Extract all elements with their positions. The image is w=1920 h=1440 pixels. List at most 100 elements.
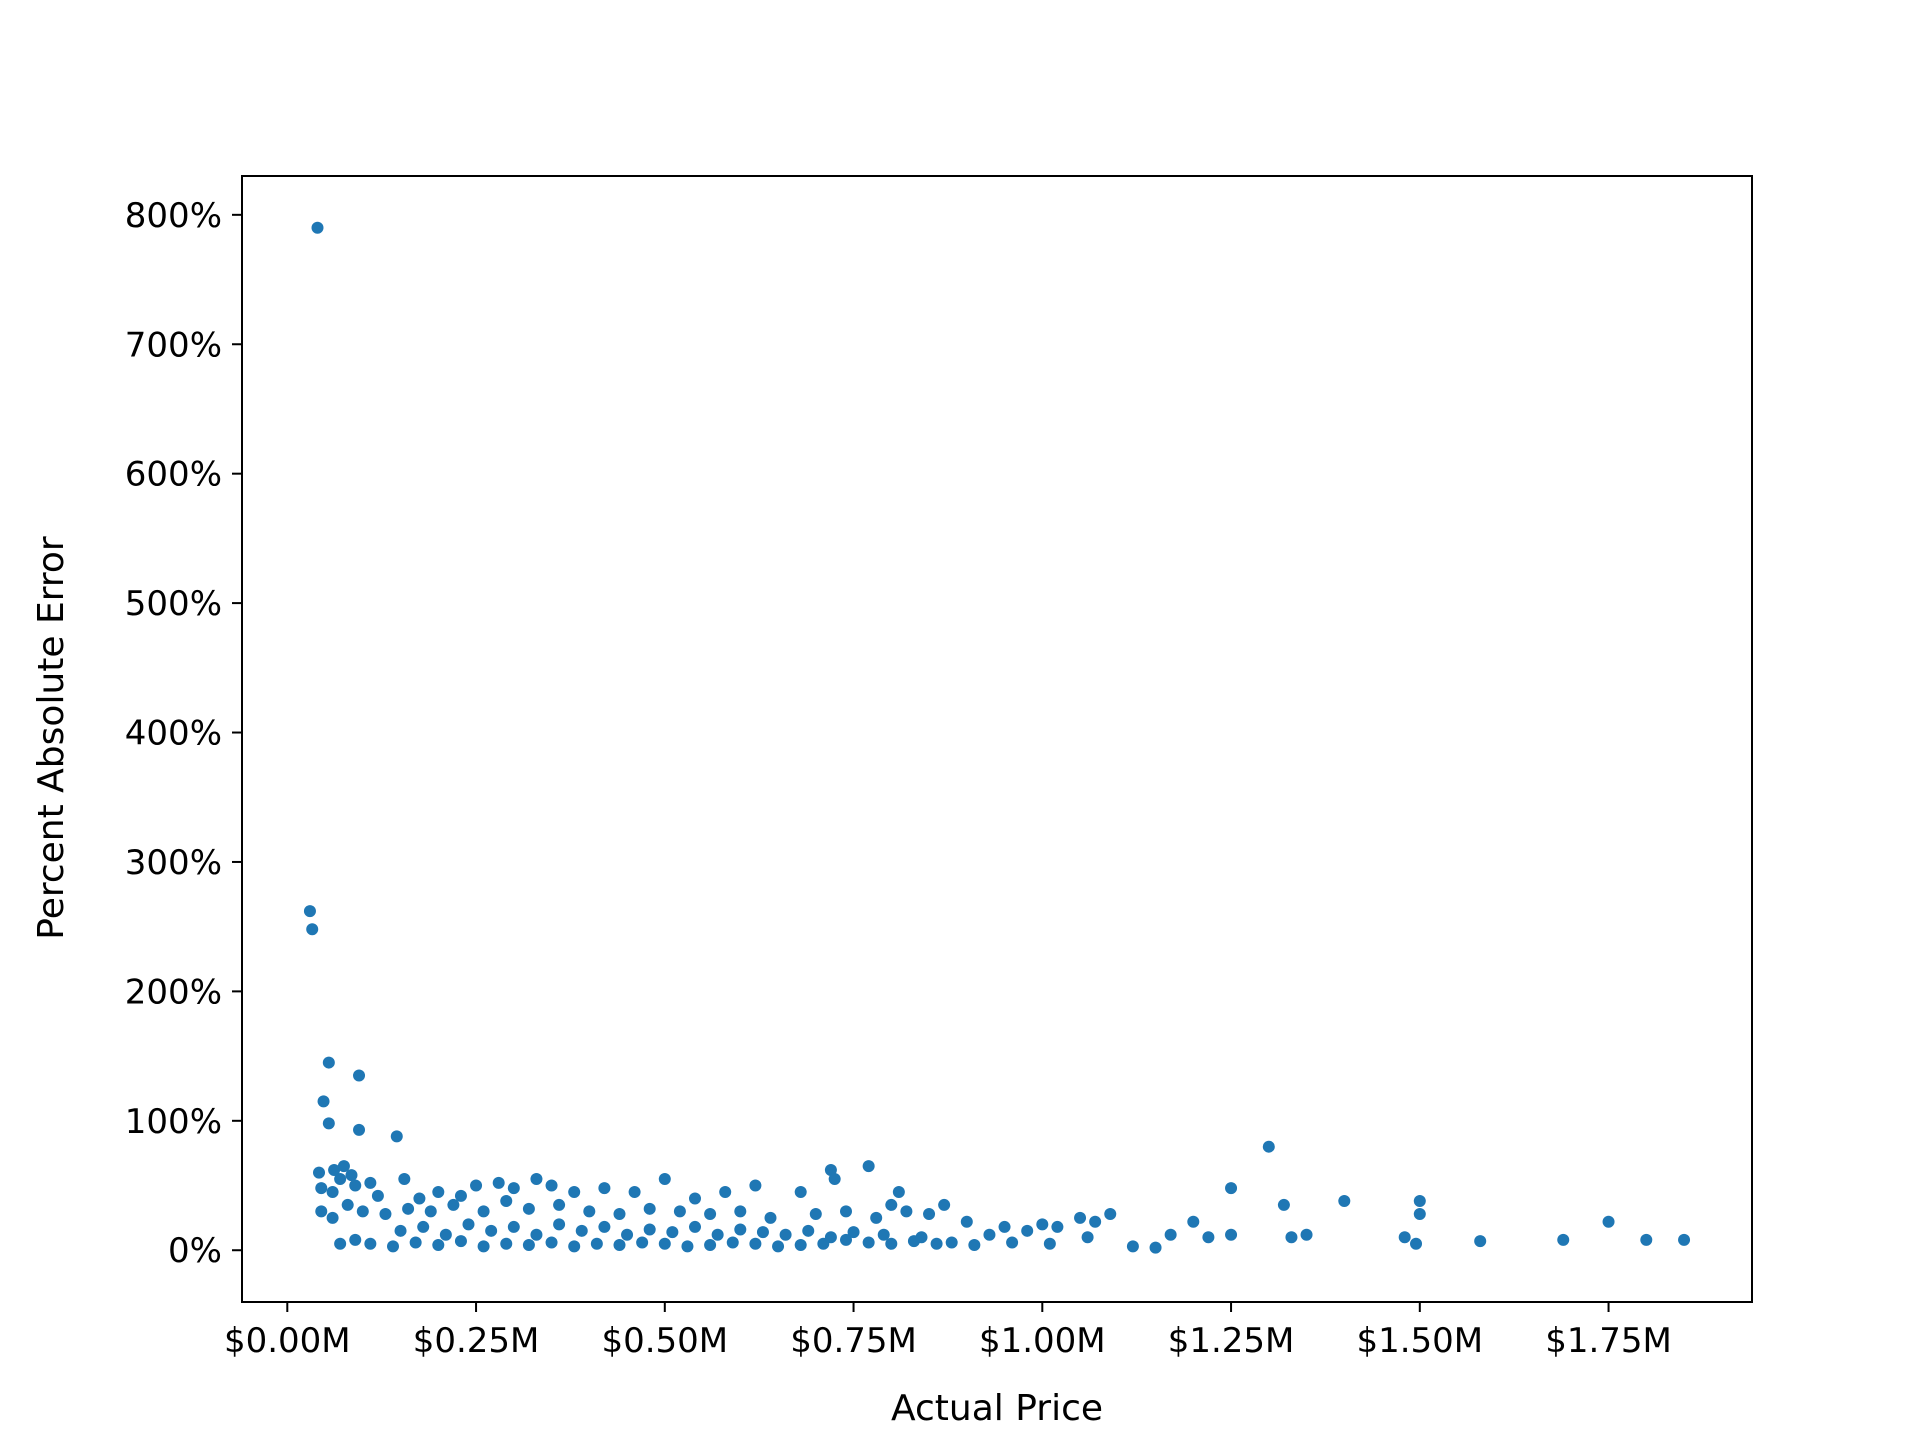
data-point	[628, 1185, 641, 1198]
data-point	[313, 1166, 326, 1179]
data-point	[892, 1185, 905, 1198]
data-point	[877, 1228, 890, 1241]
data-point	[364, 1237, 377, 1250]
data-point	[1300, 1228, 1313, 1241]
data-point	[930, 1237, 943, 1250]
data-point	[847, 1226, 860, 1239]
data-point	[432, 1239, 445, 1252]
x-tick-label: $0.25M	[413, 1321, 540, 1361]
data-point	[885, 1198, 898, 1211]
data-point	[328, 1163, 341, 1176]
x-tick-label: $0.50M	[601, 1321, 728, 1361]
data-point	[809, 1207, 822, 1220]
data-point	[454, 1189, 467, 1202]
data-point	[1285, 1231, 1298, 1244]
data-point	[326, 1185, 339, 1198]
data-point	[507, 1182, 520, 1195]
data-point	[613, 1239, 626, 1252]
data-point	[673, 1205, 686, 1218]
data-point	[689, 1220, 701, 1233]
data-point	[772, 1240, 785, 1253]
data-point	[477, 1240, 490, 1253]
data-point	[341, 1198, 354, 1211]
data-point	[756, 1226, 769, 1239]
data-point	[349, 1233, 362, 1246]
data-point	[681, 1240, 694, 1253]
data-point	[432, 1185, 445, 1198]
data-point	[1225, 1182, 1238, 1195]
data-point	[734, 1205, 747, 1218]
data-point	[553, 1218, 566, 1231]
data-point	[643, 1223, 656, 1236]
data-point	[794, 1185, 807, 1198]
x-tick-label: $1.75M	[1545, 1321, 1672, 1361]
data-point	[353, 1123, 366, 1136]
data-point	[349, 1179, 362, 1192]
data-point	[398, 1173, 411, 1186]
y-tick-label: 500%	[125, 584, 222, 624]
y-axis: 0% 100% 200% 300% 400% 500% 600% 700% 800%	[125, 196, 242, 1271]
data-point	[311, 221, 324, 234]
data-point	[553, 1198, 566, 1211]
data-point	[915, 1231, 928, 1244]
data-point	[337, 1160, 350, 1173]
data-point	[439, 1228, 452, 1241]
data-point	[711, 1228, 724, 1241]
data-point	[522, 1239, 535, 1252]
data-point	[923, 1207, 936, 1220]
y-tick-label: 0%	[168, 1231, 222, 1271]
data-point	[598, 1182, 611, 1195]
data-point	[568, 1185, 581, 1198]
data-point	[1640, 1233, 1653, 1246]
data-point	[1338, 1195, 1351, 1208]
data-point	[409, 1236, 422, 1249]
data-point	[666, 1226, 679, 1239]
points-layer	[303, 221, 1691, 1254]
data-point	[613, 1207, 626, 1220]
data-point	[485, 1224, 498, 1237]
data-point	[1036, 1218, 1049, 1231]
data-point	[658, 1237, 671, 1250]
data-point	[945, 1236, 958, 1249]
data-point	[1149, 1241, 1162, 1254]
data-point	[353, 1069, 366, 1082]
data-point	[1081, 1231, 1094, 1244]
data-point	[643, 1202, 656, 1215]
y-tick-label: 200%	[125, 972, 222, 1012]
data-point	[1398, 1231, 1411, 1244]
data-point	[749, 1179, 762, 1192]
data-point	[1021, 1224, 1034, 1237]
data-point	[575, 1224, 588, 1237]
data-point	[507, 1220, 520, 1233]
data-point	[1413, 1207, 1426, 1220]
data-point	[500, 1237, 513, 1250]
data-point	[447, 1198, 460, 1211]
data-point	[636, 1236, 649, 1249]
data-point	[1164, 1228, 1177, 1241]
data-point	[621, 1228, 634, 1241]
data-point	[658, 1173, 671, 1186]
data-point	[1225, 1228, 1238, 1241]
data-point	[1043, 1237, 1056, 1250]
data-point	[1187, 1215, 1200, 1228]
data-point	[960, 1215, 973, 1228]
data-point	[870, 1211, 883, 1224]
data-point	[1557, 1233, 1570, 1246]
data-point	[387, 1240, 399, 1253]
data-point	[734, 1223, 747, 1236]
data-point	[938, 1198, 951, 1211]
data-point	[322, 1117, 335, 1130]
data-point	[402, 1202, 415, 1215]
data-point	[477, 1205, 490, 1218]
data-point	[1006, 1236, 1019, 1249]
data-point	[824, 1231, 837, 1244]
y-tick-label: 700%	[125, 325, 222, 365]
x-tick-label: $0.00M	[224, 1321, 351, 1361]
data-point	[545, 1179, 558, 1192]
data-point	[1262, 1140, 1275, 1153]
data-point	[1074, 1211, 1087, 1224]
data-point	[315, 1182, 328, 1195]
data-point	[968, 1239, 981, 1252]
data-point	[334, 1237, 347, 1250]
data-point	[315, 1205, 328, 1218]
